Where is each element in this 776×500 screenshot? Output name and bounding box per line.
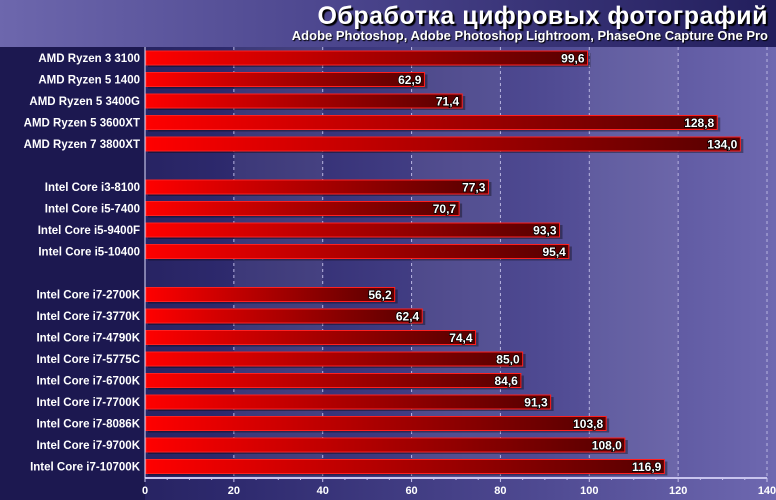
y-category-label: Intel Core i5-9400F	[38, 225, 140, 237]
data-label: 99,6	[561, 52, 585, 66]
y-category-label: AMD Ryzen 5 3600XT	[24, 118, 140, 130]
bar	[145, 136, 741, 152]
data-label: 91,3	[524, 396, 548, 410]
y-category-label: Intel Core i7-10700K	[30, 462, 141, 474]
bar	[145, 373, 522, 388]
data-label: 74,4	[449, 331, 473, 345]
bar	[145, 437, 626, 453]
data-label: 108,0	[592, 439, 622, 453]
data-label: 95,4	[542, 245, 566, 259]
grid-band	[233, 47, 323, 478]
bar	[145, 244, 570, 259]
y-category-label: Intel Core i7-9700K	[36, 440, 140, 452]
data-label: 103,8	[573, 417, 603, 431]
data-label: 116,9	[632, 460, 662, 474]
data-label: 77,3	[462, 181, 486, 195]
grid-band	[589, 47, 679, 478]
bar	[145, 416, 607, 431]
bar	[145, 308, 423, 324]
bar	[145, 179, 489, 195]
bar	[145, 222, 561, 238]
x-tick-label: 60	[405, 485, 417, 497]
bar	[145, 287, 396, 302]
bar	[145, 93, 463, 109]
y-category-label: Intel Core i7-8086K	[36, 419, 140, 431]
bar	[145, 115, 718, 130]
x-tick-label: 20	[228, 485, 240, 497]
y-category-label: Intel Core i5-10400	[38, 247, 140, 259]
grid-band	[411, 47, 501, 478]
label-column	[0, 47, 145, 500]
bar	[145, 72, 425, 87]
bar	[145, 50, 589, 66]
y-category-label: Intel Core i7-2700K	[36, 290, 140, 302]
y-category-label: Intel Core i5-7400	[45, 204, 140, 216]
x-tick-label: 100	[580, 485, 598, 497]
y-category-label: AMD Ryzen 7 3800XT	[24, 139, 140, 151]
y-category-label: AMD Ryzen 3 3100	[38, 53, 140, 65]
data-label: 62,4	[396, 310, 420, 324]
data-label: 85,0	[496, 353, 520, 367]
bar	[145, 459, 665, 474]
x-tick-label: 120	[669, 485, 687, 497]
x-tick-label: 80	[494, 485, 506, 497]
y-category-label: Intel Core i7-3770K	[36, 311, 140, 323]
y-category-label: Intel Core i3-8100	[45, 182, 140, 194]
bar	[145, 351, 524, 367]
chart-header: Обработка цифровых фотографий Adobe Phot…	[0, 0, 776, 47]
y-category-label: Intel Core i7-7700K	[36, 397, 140, 409]
data-label: 71,4	[436, 95, 460, 109]
data-label: 93,3	[533, 224, 557, 238]
data-label: 134,0	[707, 138, 737, 152]
y-category-label: Intel Core i7-4790K	[36, 333, 140, 345]
chart-title: Обработка цифровых фотографий	[317, 2, 768, 30]
data-label: 70,7	[433, 202, 457, 216]
chart-subtitle: Adobe Photoshop, Adobe Photoshop Lightro…	[291, 28, 768, 43]
x-tick-label: 140	[758, 485, 776, 497]
bar	[145, 394, 552, 410]
bar	[145, 201, 460, 216]
y-category-label: AMD Ryzen 5 3400G	[29, 96, 140, 108]
y-category-label: Intel Core i7-5775C	[36, 354, 140, 366]
x-tick-label: 40	[317, 485, 329, 497]
data-label: 62,9	[398, 73, 422, 87]
data-label: 84,6	[495, 374, 519, 388]
y-category-label: Intel Core i7-6700K	[36, 376, 140, 388]
data-label: 56,2	[368, 288, 392, 302]
x-tick-label: 0	[142, 485, 148, 497]
y-category-label: AMD Ryzen 5 1400	[38, 75, 140, 87]
bar	[145, 330, 477, 345]
data-label: 128,8	[684, 116, 714, 130]
